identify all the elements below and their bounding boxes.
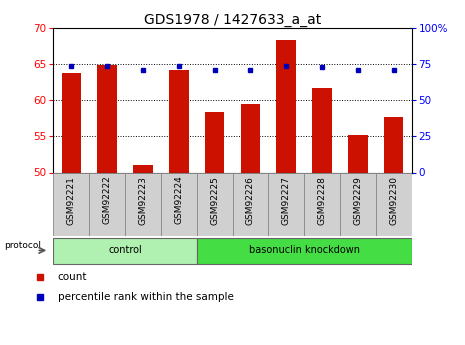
Bar (133, 165, 153, 172)
Text: GSM92225: GSM92225 (210, 176, 219, 225)
Bar (197, 172, 232, 236)
Text: GSM92222: GSM92222 (103, 176, 112, 225)
Bar (376, 172, 412, 236)
Bar (384, 117, 404, 172)
Bar (348, 135, 368, 172)
Bar (268, 172, 304, 236)
Title: GDS1978 / 1427633_a_at: GDS1978 / 1427633_a_at (144, 12, 321, 27)
Bar (197, 238, 412, 264)
Text: GSM92229: GSM92229 (353, 176, 362, 225)
Bar (169, 70, 189, 172)
Bar (89, 172, 125, 236)
Bar (340, 172, 376, 236)
Bar (205, 112, 225, 172)
Bar (161, 172, 197, 236)
Text: percentile rank within the sample: percentile rank within the sample (58, 292, 233, 302)
Text: GSM92221: GSM92221 (67, 176, 76, 225)
Bar (304, 172, 340, 236)
Text: basonuclin knockdown: basonuclin knockdown (249, 245, 359, 255)
Text: count: count (58, 272, 87, 282)
Bar (276, 40, 296, 172)
Bar (97, 65, 117, 172)
Text: GSM92226: GSM92226 (246, 176, 255, 225)
Text: protocol: protocol (4, 240, 41, 250)
Text: GSM92227: GSM92227 (282, 176, 291, 225)
Bar (312, 88, 332, 172)
Bar (125, 172, 161, 236)
Text: GSM92224: GSM92224 (174, 176, 183, 225)
Bar (53, 172, 89, 236)
Bar (53, 238, 197, 264)
Text: control: control (108, 245, 142, 255)
Text: GSM92228: GSM92228 (318, 176, 326, 225)
Text: GSM92230: GSM92230 (389, 176, 398, 225)
Text: GSM92223: GSM92223 (139, 176, 147, 225)
Bar (61, 72, 81, 172)
Bar (240, 104, 260, 172)
Bar (232, 172, 268, 236)
